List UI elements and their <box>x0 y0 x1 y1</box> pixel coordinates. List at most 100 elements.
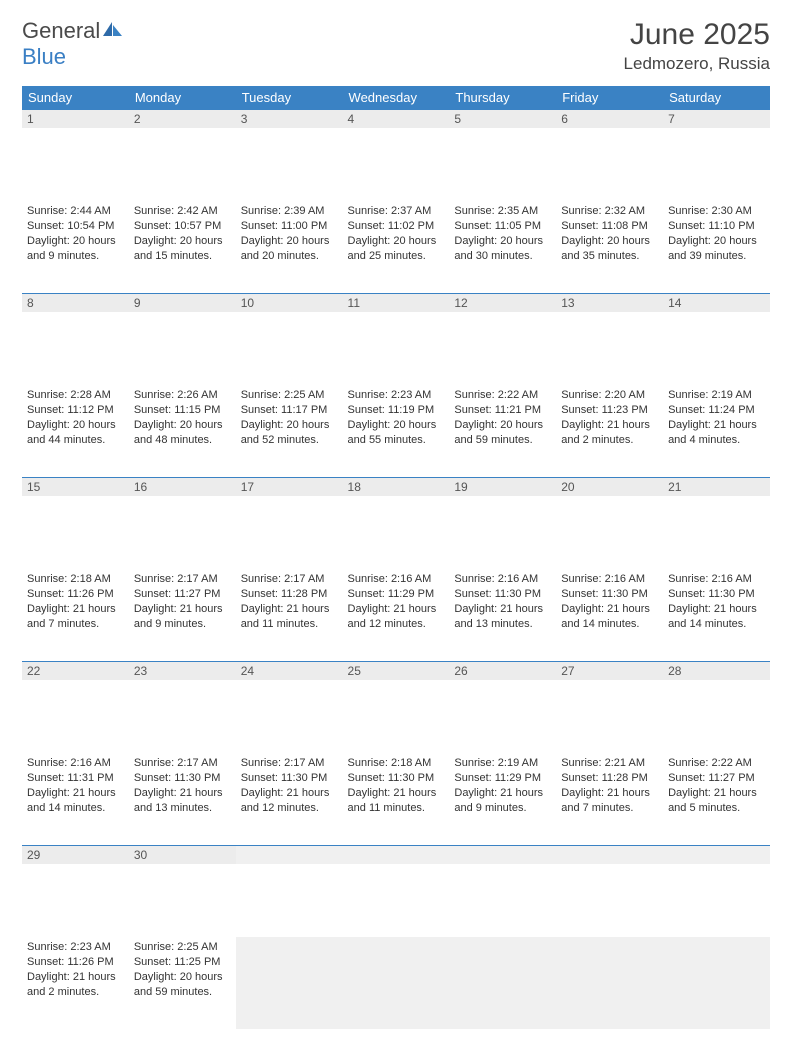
calendar-cell <box>663 937 770 1029</box>
sunrise-text: Sunrise: 2:18 AM <box>348 756 445 771</box>
sunrise-text: Sunrise: 2:16 AM <box>348 572 445 587</box>
weekday-header: Sunday <box>22 86 129 109</box>
sunrise-text: Sunrise: 2:23 AM <box>27 940 124 955</box>
daylight1-text: Daylight: 20 hours <box>134 234 231 249</box>
day-number: 22 <box>22 661 129 680</box>
day-number: 21 <box>663 477 770 496</box>
daynum-row: 2930 <box>22 845 770 937</box>
calendar-cell: Sunrise: 2:25 AMSunset: 11:17 PMDaylight… <box>236 385 343 477</box>
sunrise-text: Sunrise: 2:19 AM <box>668 388 765 403</box>
day-number: 18 <box>343 477 450 496</box>
sunset-text: Sunset: 11:30 PM <box>134 771 231 786</box>
daylight1-text: Daylight: 20 hours <box>27 234 124 249</box>
daylight2-text: and 9 minutes. <box>454 801 551 816</box>
sunrise-text: Sunrise: 2:21 AM <box>561 756 658 771</box>
daylight1-text: Daylight: 21 hours <box>454 786 551 801</box>
logo-text-blue: Blue <box>22 44 66 69</box>
daylight1-text: Daylight: 21 hours <box>27 602 124 617</box>
calendar-cell: Sunrise: 2:30 AMSunset: 11:10 PMDaylight… <box>663 201 770 293</box>
daylight2-text: and 52 minutes. <box>241 433 338 448</box>
sunrise-text: Sunrise: 2:18 AM <box>27 572 124 587</box>
sunset-text: Sunset: 11:25 PM <box>134 955 231 970</box>
sunrise-text: Sunrise: 2:22 AM <box>668 756 765 771</box>
sunset-text: Sunset: 11:19 PM <box>348 403 445 418</box>
day-number: 8 <box>22 293 129 312</box>
daylight1-text: Daylight: 20 hours <box>27 418 124 433</box>
calendar-cell: Sunrise: 2:19 AMSunset: 11:29 PMDaylight… <box>449 753 556 845</box>
sunrise-text: Sunrise: 2:20 AM <box>561 388 658 403</box>
day-number: 9 <box>129 293 236 312</box>
sunset-text: Sunset: 10:54 PM <box>27 219 124 234</box>
day-number: 5 <box>449 109 556 128</box>
calendar-cell: Sunrise: 2:17 AMSunset: 11:27 PMDaylight… <box>129 569 236 661</box>
daynum-row: 1234567 <box>22 109 770 201</box>
sunrise-text: Sunrise: 2:17 AM <box>241 572 338 587</box>
day-number: 11 <box>343 293 450 312</box>
location-text: Ledmozero, Russia <box>624 54 770 74</box>
daylight1-text: Daylight: 20 hours <box>454 234 551 249</box>
calendar-cell <box>343 937 450 1029</box>
title-block: June 2025 Ledmozero, Russia <box>624 18 770 74</box>
calendar-cell: Sunrise: 2:37 AMSunset: 11:02 PMDaylight… <box>343 201 450 293</box>
daylight1-text: Daylight: 20 hours <box>134 970 231 985</box>
calendar-cell: Sunrise: 2:17 AMSunset: 11:30 PMDaylight… <box>236 753 343 845</box>
daylight2-text: and 12 minutes. <box>241 801 338 816</box>
daylight1-text: Daylight: 21 hours <box>561 418 658 433</box>
sunset-text: Sunset: 11:27 PM <box>668 771 765 786</box>
daylight2-text: and 59 minutes. <box>454 433 551 448</box>
sunrise-text: Sunrise: 2:22 AM <box>454 388 551 403</box>
daylight2-text: and 12 minutes. <box>348 617 445 632</box>
daylight2-text: and 2 minutes. <box>561 433 658 448</box>
daylight2-text: and 25 minutes. <box>348 249 445 264</box>
daylight2-text: and 35 minutes. <box>561 249 658 264</box>
calendar-week-row: Sunrise: 2:18 AMSunset: 11:26 PMDaylight… <box>22 569 770 661</box>
sunrise-text: Sunrise: 2:16 AM <box>561 572 658 587</box>
sunset-text: Sunset: 11:28 PM <box>241 587 338 602</box>
daylight2-text: and 14 minutes. <box>668 617 765 632</box>
calendar-cell: Sunrise: 2:16 AMSunset: 11:29 PMDaylight… <box>343 569 450 661</box>
sunrise-text: Sunrise: 2:16 AM <box>27 756 124 771</box>
daylight1-text: Daylight: 21 hours <box>241 786 338 801</box>
weekday-header: Saturday <box>663 86 770 109</box>
calendar-cell: Sunrise: 2:32 AMSunset: 11:08 PMDaylight… <box>556 201 663 293</box>
daylight1-text: Daylight: 21 hours <box>668 786 765 801</box>
calendar-cell: Sunrise: 2:28 AMSunset: 11:12 PMDaylight… <box>22 385 129 477</box>
day-number: 28 <box>663 661 770 680</box>
calendar-cell: Sunrise: 2:25 AMSunset: 11:25 PMDaylight… <box>129 937 236 1029</box>
daylight1-text: Daylight: 21 hours <box>668 602 765 617</box>
weekday-header: Wednesday <box>343 86 450 109</box>
daylight2-text: and 48 minutes. <box>134 433 231 448</box>
calendar-week-row: Sunrise: 2:16 AMSunset: 11:31 PMDaylight… <box>22 753 770 845</box>
weekday-header: Friday <box>556 86 663 109</box>
calendar-cell <box>556 937 663 1029</box>
calendar-cell <box>236 937 343 1029</box>
sunrise-text: Sunrise: 2:17 AM <box>134 572 231 587</box>
daylight1-text: Daylight: 20 hours <box>348 234 445 249</box>
day-number: 24 <box>236 661 343 680</box>
day-number: 10 <box>236 293 343 312</box>
sunrise-text: Sunrise: 2:35 AM <box>454 204 551 219</box>
daynum-row: 15161718192021 <box>22 477 770 569</box>
calendar-cell: Sunrise: 2:39 AMSunset: 11:00 PMDaylight… <box>236 201 343 293</box>
sunset-text: Sunset: 11:30 PM <box>241 771 338 786</box>
day-number: 3 <box>236 109 343 128</box>
daylight1-text: Daylight: 21 hours <box>134 786 231 801</box>
daylight2-text: and 14 minutes. <box>561 617 658 632</box>
sunrise-text: Sunrise: 2:44 AM <box>27 204 124 219</box>
daylight1-text: Daylight: 21 hours <box>348 602 445 617</box>
day-number: 20 <box>556 477 663 496</box>
sunset-text: Sunset: 11:08 PM <box>561 219 658 234</box>
day-number: 6 <box>556 109 663 128</box>
day-number: 1 <box>22 109 129 128</box>
day-number: 29 <box>22 845 129 864</box>
day-number: 23 <box>129 661 236 680</box>
calendar-cell: Sunrise: 2:18 AMSunset: 11:26 PMDaylight… <box>22 569 129 661</box>
daylight1-text: Daylight: 21 hours <box>454 602 551 617</box>
daylight1-text: Daylight: 20 hours <box>241 418 338 433</box>
daylight2-text: and 13 minutes. <box>134 801 231 816</box>
sunset-text: Sunset: 11:24 PM <box>668 403 765 418</box>
daylight2-text: and 7 minutes. <box>27 617 124 632</box>
sunset-text: Sunset: 11:15 PM <box>134 403 231 418</box>
sunset-text: Sunset: 11:12 PM <box>27 403 124 418</box>
daylight2-text: and 9 minutes. <box>134 617 231 632</box>
